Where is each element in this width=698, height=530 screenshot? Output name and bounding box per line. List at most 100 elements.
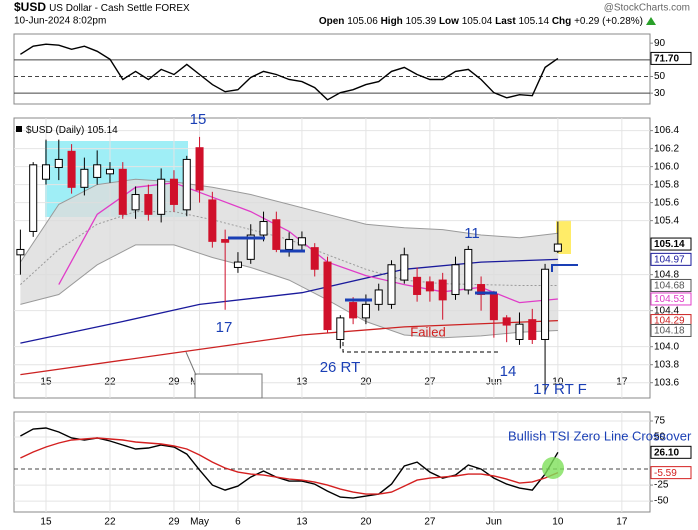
- y-tick-label: 50: [654, 432, 666, 443]
- candle-body: [451, 264, 460, 295]
- annotation: Failed: [410, 324, 445, 339]
- x-tick-label: 13: [296, 377, 308, 388]
- series-line: [20, 437, 559, 495]
- annotation: 17: [216, 319, 233, 336]
- candle-body: [41, 164, 51, 180]
- y-tick-label: 105.8: [654, 179, 679, 190]
- x-tick-label: 10: [552, 377, 564, 388]
- stat-value: 105.14: [518, 16, 549, 27]
- candle-body: [374, 289, 383, 305]
- annotation: 11: [464, 225, 480, 242]
- candle-body: [272, 219, 281, 250]
- price-tag-box: [650, 237, 692, 251]
- price-tag-box: [650, 323, 692, 337]
- plot-layer: 90 50 30 71.70 15 22 29 May 6 13 20 27 Jun 10 17 106.4 1…: [14, 38, 692, 528]
- x-tick-label: 13: [296, 517, 308, 528]
- candle-body: [413, 276, 422, 295]
- candle-body: [16, 248, 25, 256]
- x-tick-label: May: [190, 517, 209, 528]
- candle-body: [169, 178, 178, 205]
- y-tick-label: 90: [654, 38, 666, 49]
- stat-value: 105.04: [462, 16, 493, 27]
- legend-label: $USD (Daily): [26, 125, 84, 136]
- x-tick-label: 6: [235, 517, 241, 528]
- y-tick-label: 75: [654, 416, 666, 427]
- y-tick-label: 106.4: [654, 125, 679, 136]
- candle-body: [29, 164, 38, 232]
- price-tag: -5.59: [654, 468, 677, 479]
- x-tick-label: 17: [616, 377, 628, 388]
- candle-body: [515, 323, 524, 340]
- stat-value: +0.29 (+0.28%): [574, 16, 643, 27]
- y-tick-label: 103.8: [654, 359, 679, 370]
- candle-body: [259, 221, 268, 236]
- stat-value: 105.06: [347, 16, 378, 27]
- price-tag: 104.18: [654, 326, 685, 337]
- y-tick-label: -25: [654, 480, 669, 491]
- annotation-shapes: [185, 236, 578, 479]
- band-fill: [20, 179, 558, 338]
- candle-body: [349, 302, 358, 319]
- candle-body: [553, 243, 562, 252]
- candle-body: [67, 150, 76, 188]
- candle-body: [131, 194, 140, 211]
- candle-body: [221, 239, 230, 243]
- candle-body: [489, 293, 498, 321]
- annotation: 26 RT: [320, 359, 361, 376]
- y-tick-label: 104.0: [654, 341, 679, 352]
- candle-body: [310, 247, 319, 270]
- series-line: [20, 43, 559, 101]
- x-tick-label: 29: [168, 517, 180, 528]
- header-datetime: 10-Jun-2024 8:02pm: [14, 16, 106, 27]
- x-tick-label: 29: [168, 377, 180, 388]
- y-tick-label: 50: [654, 71, 666, 82]
- y-tick-label: 106.2: [654, 143, 679, 154]
- crossover-marker: [542, 457, 564, 479]
- x-tick-label: 20: [360, 517, 372, 528]
- price-tag: 26.10: [654, 447, 679, 458]
- candle-body: [246, 234, 255, 260]
- candle-body: [118, 168, 127, 215]
- y-tick-label: 103.6: [654, 377, 679, 388]
- x-tick-label: 15: [40, 377, 52, 388]
- watermark: @StockCharts.com: [604, 3, 690, 14]
- moving-average: [20, 319, 558, 376]
- up-arrow-icon: [646, 17, 656, 25]
- band-lower: [20, 244, 558, 339]
- price-tag-box: [650, 466, 692, 480]
- legend-swatch: [16, 126, 22, 132]
- x-tick-label: 10: [552, 517, 564, 528]
- y-tick-label: 104.4: [654, 305, 679, 316]
- price-tag: 104.29: [654, 316, 685, 327]
- annotation: 15: [190, 111, 207, 128]
- price-tag: 105.14: [654, 239, 685, 250]
- stat-value: 105.39: [406, 16, 437, 27]
- y-tick-label: 104.8: [654, 269, 679, 280]
- price-tag: 71.70: [654, 54, 679, 65]
- x-tick-label: 17: [616, 517, 628, 528]
- header-title: $USD US Dollar - Cash Settle FOREX: [14, 0, 190, 14]
- stat-label: Open: [319, 16, 345, 27]
- stat-label: Chg: [552, 16, 571, 27]
- y-tick-label: 106.0: [654, 161, 679, 172]
- candle-body: [387, 264, 396, 305]
- annotation: 17 RT F: [533, 381, 587, 398]
- failed-line: [342, 342, 500, 353]
- candle-body: [208, 199, 217, 242]
- x-tick-label: 27: [424, 377, 436, 388]
- x-tick-label: 15: [40, 517, 52, 528]
- y-tick-label: 30: [654, 88, 666, 99]
- y-tick-label: 105.6: [654, 197, 679, 208]
- candle-body: [297, 237, 306, 246]
- candle-body: [400, 254, 409, 281]
- moving-average: [58, 182, 558, 304]
- candle-body: [233, 261, 242, 268]
- x-tick-label: Jun: [486, 517, 502, 528]
- price-tag-box: [650, 252, 692, 266]
- level-marker: [551, 264, 578, 272]
- price-tag: 104.68: [654, 281, 685, 292]
- candle-body: [195, 147, 204, 191]
- price-tag-box: [650, 292, 692, 306]
- candle-body: [336, 317, 345, 340]
